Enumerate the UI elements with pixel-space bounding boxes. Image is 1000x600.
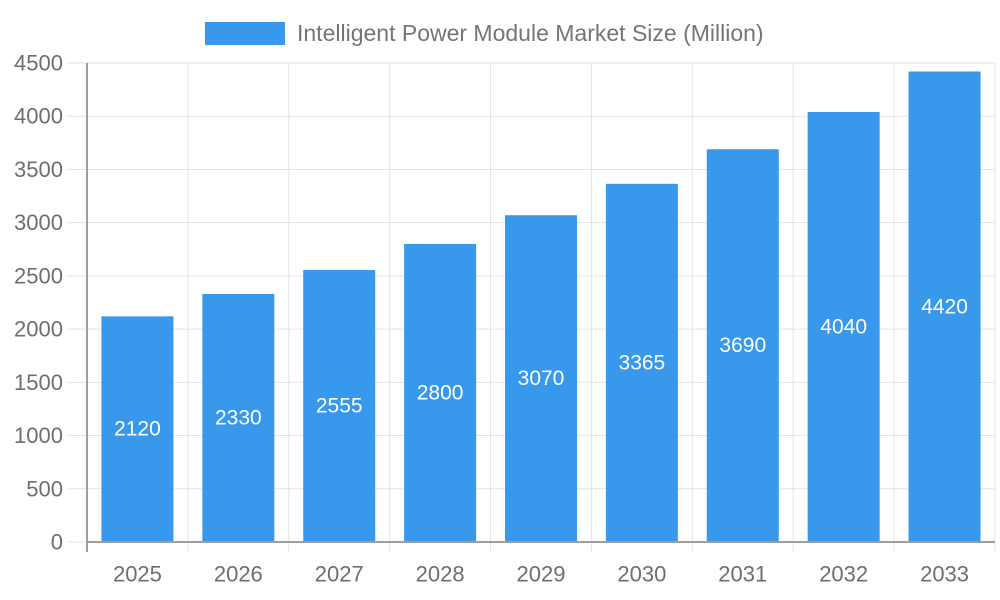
x-axis-tick-label-2032: 2032 [819,562,868,587]
bar-value-label: 3690 [719,334,766,357]
bar-2027[interactable] [303,270,376,542]
y-axis-tick-label: 2000 [14,317,63,342]
bar-2033[interactable] [908,71,981,542]
x-axis-tick-label-2030: 2030 [617,562,666,587]
bar-2029[interactable] [505,215,577,542]
x-axis-tick-label-2027: 2027 [315,562,364,587]
bar-2031[interactable] [706,149,779,542]
bar-value-label: 4040 [820,315,867,338]
x-axis-tick-label-2026: 2026 [214,562,263,587]
bar-2030[interactable] [605,183,678,542]
legend[interactable]: Intelligent Power Module Market Size (Mi… [205,20,764,46]
y-axis-tick-label: 1500 [14,370,63,395]
bar-value-label: 2800 [417,381,464,404]
bar-2032[interactable] [807,111,880,542]
bar-value-label: 2330 [215,406,262,429]
bar-value-label: 2120 [114,418,161,441]
bar-value-label: 4420 [921,295,968,318]
x-axis-tick-label-2031: 2031 [718,562,767,587]
y-axis-tick-label: 4000 [14,104,63,129]
bar-2025[interactable] [101,316,174,542]
x-axis-tick-label-2033: 2033 [920,562,969,587]
x-axis-tick-label-2028: 2028 [416,562,465,587]
y-axis-tick-label: 4500 [14,51,63,76]
bar-value-label: 3070 [518,367,565,390]
legend-swatch [205,21,285,45]
y-axis-tick-label: 1000 [14,423,63,448]
y-axis-tick-label: 2500 [14,263,63,288]
bar-2026[interactable] [202,293,275,542]
legend-label: Intelligent Power Module Market Size (Mi… [297,20,764,46]
y-axis-tick-label: 0 [51,530,63,555]
y-axis-tick-label: 500 [26,476,63,501]
bar-value-label: 2555 [316,395,363,418]
y-axis-tick-label: 3000 [14,210,63,235]
x-axis-tick-label-2025: 2025 [113,562,162,587]
bar-2028[interactable] [404,243,477,542]
y-axis-tick-label: 3500 [14,157,63,182]
x-axis-tick-label-2029: 2029 [517,562,566,587]
bar-value-label: 3365 [619,351,666,374]
